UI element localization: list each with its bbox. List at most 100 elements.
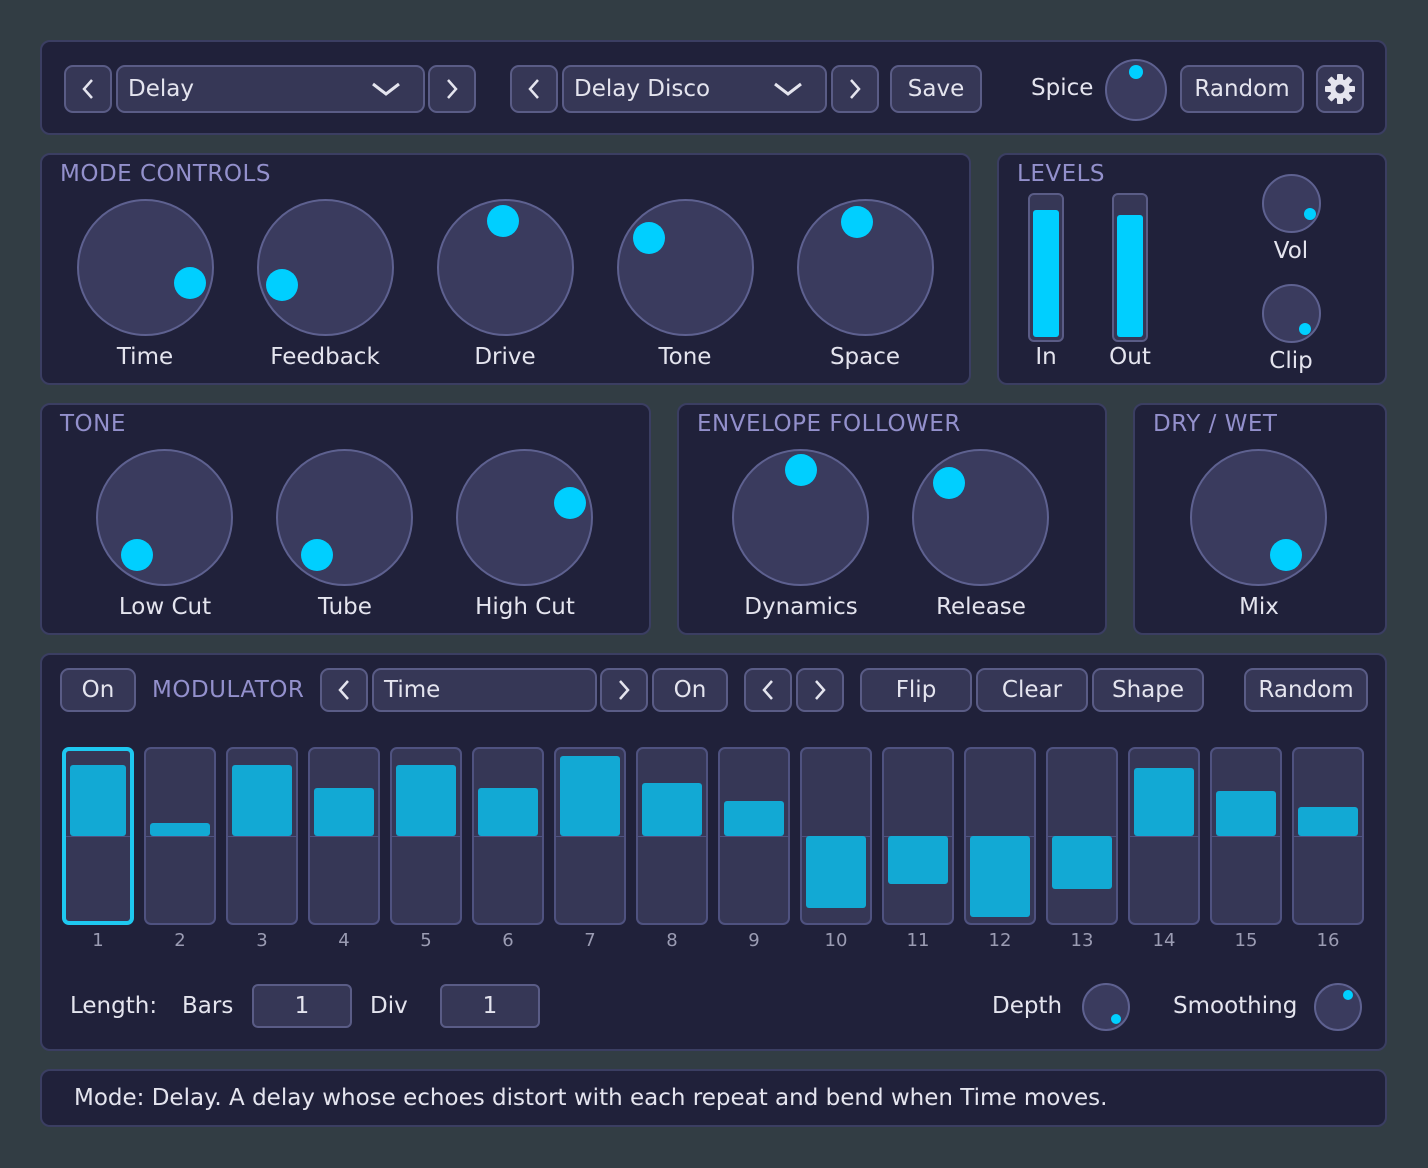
step-value-bar bbox=[1052, 836, 1112, 889]
depth-label: Depth bbox=[992, 993, 1063, 1019]
gear-icon bbox=[1325, 74, 1355, 104]
step-slider[interactable] bbox=[1046, 747, 1118, 925]
tube-knob[interactable] bbox=[276, 449, 413, 586]
step-value-bar bbox=[1216, 791, 1276, 836]
step-number: 7 bbox=[584, 930, 596, 951]
step-slider[interactable] bbox=[390, 747, 462, 925]
meter-fill bbox=[1117, 215, 1143, 337]
modulator-target-select[interactable]: Time bbox=[372, 668, 597, 712]
step-slider[interactable] bbox=[472, 747, 544, 925]
chevron-down-icon bbox=[372, 82, 400, 96]
low-cut-knob[interactable] bbox=[96, 449, 233, 586]
mode-prev-button[interactable] bbox=[64, 65, 112, 113]
step-value-bar bbox=[396, 765, 456, 836]
mix-knob[interactable] bbox=[1190, 449, 1327, 586]
step-number: 13 bbox=[1070, 930, 1094, 951]
knob-indicator bbox=[301, 539, 333, 571]
release-knob[interactable] bbox=[912, 449, 1049, 586]
target-prev-button[interactable] bbox=[320, 668, 368, 712]
knob-indicator bbox=[121, 539, 153, 571]
clear-button[interactable]: Clear bbox=[976, 668, 1088, 712]
smoothing-label: Smoothing bbox=[1173, 993, 1298, 1019]
space-knob[interactable] bbox=[797, 199, 934, 336]
step-number: 2 bbox=[174, 930, 186, 951]
step-slider[interactable] bbox=[1210, 747, 1282, 925]
step-value-bar bbox=[478, 788, 538, 836]
space-label: Space bbox=[829, 344, 901, 370]
spice-knob[interactable] bbox=[1105, 59, 1167, 121]
step-slider[interactable] bbox=[1128, 747, 1200, 925]
step-slider[interactable] bbox=[1292, 747, 1364, 925]
dynamics-label: Dynamics bbox=[744, 594, 858, 620]
knob-indicator bbox=[554, 487, 586, 519]
step-slider[interactable] bbox=[800, 747, 872, 925]
pattern-prev-button[interactable] bbox=[744, 668, 792, 712]
high-cut-knob[interactable] bbox=[456, 449, 593, 586]
smoothing-knob[interactable] bbox=[1314, 983, 1362, 1031]
chevron-down-icon bbox=[774, 82, 802, 96]
step-slider[interactable] bbox=[882, 747, 954, 925]
preset-prev-button[interactable] bbox=[510, 65, 558, 113]
target-on-button[interactable]: On bbox=[652, 668, 728, 712]
depth-knob[interactable] bbox=[1082, 983, 1130, 1031]
knob-indicator bbox=[1304, 208, 1316, 220]
knob-indicator bbox=[1343, 990, 1353, 1000]
preset-bar: Delay Delay Disco Save Spice Random bbox=[40, 40, 1387, 135]
step-center-line bbox=[720, 836, 788, 837]
time-knob[interactable] bbox=[77, 199, 214, 336]
clip-knob[interactable] bbox=[1262, 284, 1321, 343]
tone-label: Tone bbox=[658, 344, 712, 370]
drive-knob[interactable] bbox=[437, 199, 574, 336]
preset-next-button[interactable] bbox=[831, 65, 879, 113]
step-slider[interactable] bbox=[308, 747, 380, 925]
preset-select[interactable]: Delay Disco bbox=[562, 65, 827, 113]
feedback-knob[interactable] bbox=[257, 199, 394, 336]
save-button[interactable]: Save bbox=[890, 65, 982, 113]
step-slider[interactable] bbox=[636, 747, 708, 925]
knob-indicator bbox=[1111, 1014, 1121, 1024]
step-value-bar bbox=[1134, 768, 1194, 836]
step-value-bar bbox=[1298, 807, 1358, 836]
mode-next-button[interactable] bbox=[428, 65, 476, 113]
chevron-left-icon bbox=[528, 79, 539, 99]
modulator-random-button[interactable]: Random bbox=[1244, 668, 1368, 712]
step-slider[interactable] bbox=[144, 747, 216, 925]
preset-select-value: Delay Disco bbox=[574, 76, 711, 102]
bars-field[interactable]: 1 bbox=[252, 984, 352, 1028]
div-field[interactable]: 1 bbox=[440, 984, 540, 1028]
step-slider[interactable] bbox=[62, 747, 134, 925]
step-slider[interactable] bbox=[226, 747, 298, 925]
step-number: 4 bbox=[338, 930, 350, 951]
target-next-button[interactable] bbox=[600, 668, 648, 712]
knob-indicator bbox=[1270, 539, 1302, 571]
modulator-target-value: Time bbox=[384, 677, 441, 703]
random-button[interactable]: Random bbox=[1180, 65, 1304, 113]
tone-title: TONE bbox=[60, 411, 126, 437]
step-center-line bbox=[146, 836, 214, 837]
modulator-on-button[interactable]: On bbox=[60, 668, 136, 712]
step-slider[interactable] bbox=[964, 747, 1036, 925]
shape-button[interactable]: Shape bbox=[1092, 668, 1204, 712]
step-slider[interactable] bbox=[718, 747, 790, 925]
knob-indicator bbox=[841, 206, 873, 238]
pattern-next-button[interactable] bbox=[796, 668, 844, 712]
step-center-line bbox=[310, 836, 378, 837]
mode-select[interactable]: Delay bbox=[116, 65, 425, 113]
step-slider[interactable] bbox=[554, 747, 626, 925]
vol-knob[interactable] bbox=[1262, 174, 1321, 233]
step-number: 11 bbox=[906, 930, 930, 951]
step-number: 12 bbox=[988, 930, 1012, 951]
step-number: 9 bbox=[748, 930, 760, 951]
step-value-bar bbox=[70, 765, 126, 836]
status-bar: Mode: Delay. A delay whose echoes distor… bbox=[40, 1069, 1387, 1127]
knob-indicator bbox=[933, 467, 965, 499]
dynamics-knob[interactable] bbox=[732, 449, 869, 586]
input-level-meter bbox=[1028, 193, 1064, 342]
settings-button[interactable] bbox=[1316, 65, 1364, 113]
flip-button[interactable]: Flip bbox=[860, 668, 972, 712]
knob-indicator bbox=[785, 454, 817, 486]
tone-knob[interactable] bbox=[617, 199, 754, 336]
mode-select-value: Delay bbox=[128, 76, 194, 102]
chevron-right-icon bbox=[850, 79, 861, 99]
step-value-bar bbox=[150, 823, 210, 836]
